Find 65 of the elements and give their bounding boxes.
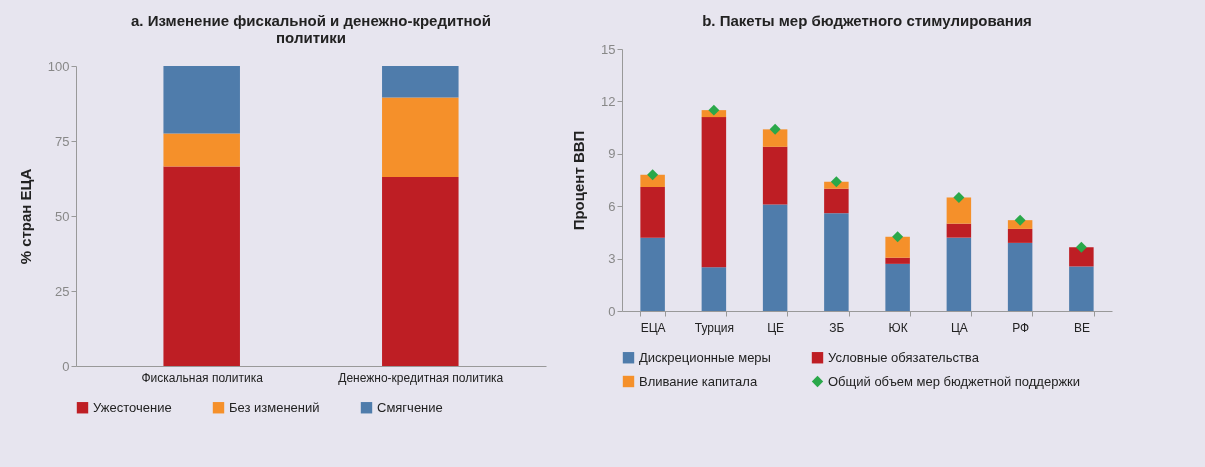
bar (762, 129, 788, 147)
bar (946, 197, 972, 224)
bar (824, 188, 849, 214)
bar (640, 237, 665, 311)
y-tick-label: 9 (608, 146, 616, 162)
legend-label: Смягчение (377, 399, 443, 415)
bar (382, 97, 459, 177)
bar (382, 177, 459, 366)
legend-label: Вливание капитала (639, 373, 758, 389)
y-tick-label: 100 (47, 58, 70, 74)
x-tick-label: ЦА (950, 320, 968, 335)
y-tick-label: 15 (601, 41, 616, 57)
y-tick-label: 0 (62, 358, 70, 374)
legend-label: Общий объем мер бюджетной поддержки (828, 373, 1081, 389)
point (1014, 214, 1026, 226)
point (708, 104, 720, 116)
x-tick-label: ЦЕ (767, 320, 785, 335)
bar (946, 237, 972, 311)
y-axis-title: Процент ВВП (570, 130, 588, 231)
y-tick-label: 3 (608, 251, 616, 267)
bar (762, 146, 788, 205)
bar (1007, 242, 1033, 311)
y-tick-label: 0 (608, 303, 616, 319)
x-tick-label: Денежно-кредитная политика (338, 370, 504, 385)
point (769, 123, 781, 135)
y-tick-label: 6 (608, 198, 616, 214)
point (1075, 241, 1087, 253)
y-tick-label: 50 (55, 208, 70, 224)
x-tick-label: ВЕ (1073, 320, 1090, 335)
bar (762, 204, 788, 311)
bar (163, 166, 240, 366)
bar (885, 263, 910, 311)
legend-label: Дискреционные меры (639, 349, 771, 365)
bar (163, 66, 240, 134)
y-tick-label: 12 (601, 93, 616, 109)
bar (1069, 266, 1094, 311)
y-axis-title: % стран ЕЦА (16, 168, 34, 265)
bar (1069, 247, 1094, 267)
bar (640, 174, 665, 187)
y-tick-label: 25 (55, 283, 70, 299)
bar (885, 236, 910, 258)
point (953, 191, 965, 203)
point (892, 231, 904, 243)
legend-label: Без изменений (229, 399, 320, 415)
x-tick-label: Фискальная политика (141, 370, 264, 385)
bar (1007, 228, 1033, 243)
x-tick-label: ЕЦА (640, 320, 666, 335)
point (830, 176, 842, 188)
legend-label: Ужесточение (93, 399, 172, 415)
y-tick-label: 75 (55, 133, 70, 149)
bar (824, 213, 849, 311)
bar (640, 186, 665, 238)
bar (701, 267, 727, 311)
bar (163, 133, 240, 167)
x-tick-label: Турция (694, 320, 735, 335)
bar (701, 117, 727, 268)
x-tick-label: ЗБ (829, 320, 845, 335)
x-tick-label: РФ (1012, 320, 1030, 335)
chart-title: a. Изменение фискальной и денежно-кредитной политики (131, 12, 491, 46)
legend-label: Условные обязательства (828, 349, 980, 365)
bar (885, 257, 910, 264)
bar (382, 66, 459, 98)
x-tick-label: ЮК (888, 320, 908, 335)
chart-title: b. Пакеты мер бюджетного стимулирования (702, 12, 1032, 29)
bar (946, 223, 972, 238)
